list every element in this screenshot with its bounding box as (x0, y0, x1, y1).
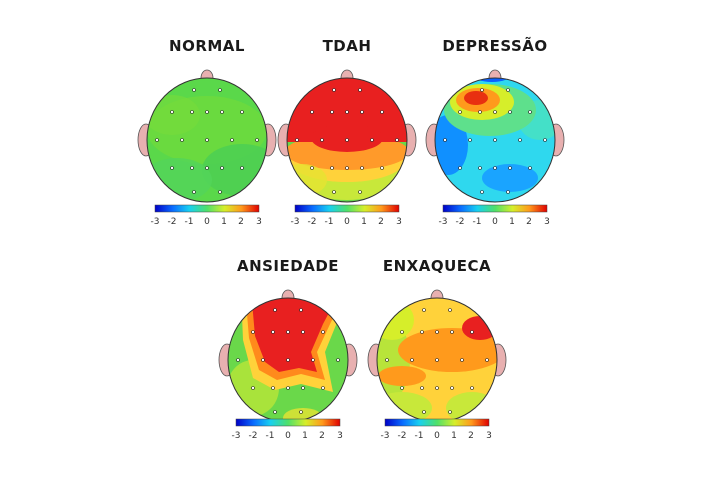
color-scale: -3 -2 -1 0 1 2 3 (291, 204, 402, 227)
head-topomap (218, 289, 358, 423)
tick-label: -2 (249, 431, 258, 441)
head-topomap (277, 69, 417, 203)
map-title: NORMAL (169, 37, 245, 55)
tick-label: 1 (221, 217, 227, 227)
map-title: TDAH (322, 37, 372, 55)
tick-label: -2 (456, 217, 465, 227)
map-title: DEPRESSÃO (442, 37, 548, 55)
color-scale: -3 -2 -1 0 1 2 3 (151, 204, 262, 227)
tick-label: -3 (151, 217, 160, 227)
tick-label: 0 (492, 217, 498, 227)
tick-label: 3 (337, 431, 343, 441)
tick-label: -3 (232, 431, 241, 441)
tick-label: -3 (381, 431, 390, 441)
map-title: ENXAQUECA (382, 257, 492, 275)
tick-label: 3 (544, 217, 550, 227)
tick-label: 2 (468, 431, 474, 441)
tick-label: 1 (509, 217, 515, 227)
tick-label: 3 (396, 217, 402, 227)
tick-label: -3 (439, 217, 448, 227)
head-topomap (425, 69, 565, 203)
color-scale: -3 -2 -1 0 1 2 3 (232, 418, 343, 441)
map-tdah: TDAH (272, 30, 422, 230)
tick-label: 1 (361, 217, 367, 227)
tick-label: 1 (451, 431, 457, 441)
tick-label: 2 (238, 217, 244, 227)
tick-label: -3 (291, 217, 300, 227)
map-title: ANSIEDADE (236, 257, 340, 275)
map-ansiedade: ANSIEDADE (213, 250, 363, 450)
tick-label: 1 (302, 431, 308, 441)
tick-label: 2 (319, 431, 325, 441)
tick-label: -1 (415, 431, 424, 441)
tick-label: -1 (473, 217, 482, 227)
head-topomap (367, 289, 507, 423)
tick-label: 2 (526, 217, 532, 227)
color-scale: -3 -2 -1 0 1 2 3 (381, 418, 492, 441)
map-normal: NORMAL (132, 30, 282, 230)
tick-label: -2 (398, 431, 407, 441)
tick-label: 3 (486, 431, 492, 441)
map-depressao: DEPRESSÃO (420, 30, 570, 230)
tick-label: 0 (204, 217, 210, 227)
map-enxaqueca: ENXAQUECA (362, 250, 512, 450)
color-scale: -3 -2 -1 0 1 2 3 (439, 204, 550, 227)
tick-label: -1 (185, 217, 194, 227)
head-topomap (137, 69, 277, 203)
tick-label: -1 (325, 217, 334, 227)
tick-label: 0 (285, 431, 291, 441)
tick-label: -2 (308, 217, 317, 227)
tick-label: -2 (168, 217, 177, 227)
tick-label: 3 (256, 217, 262, 227)
tick-label: 0 (434, 431, 440, 441)
tick-label: 0 (344, 217, 350, 227)
tick-label: -1 (266, 431, 275, 441)
tick-label: 2 (378, 217, 384, 227)
